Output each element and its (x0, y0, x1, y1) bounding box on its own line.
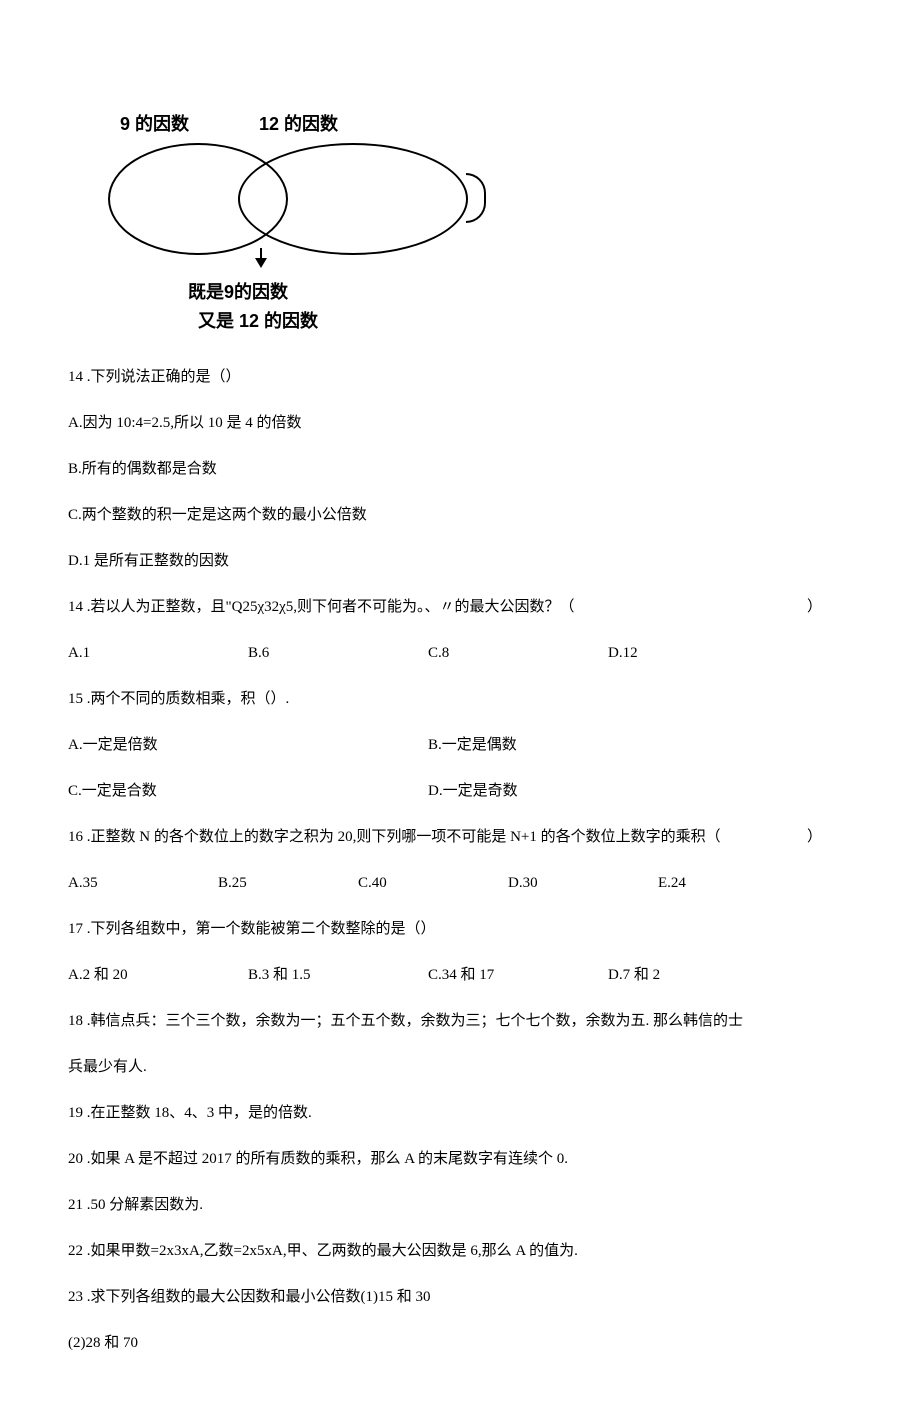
question-23: 23 .求下列各组数的最大公因数和最小公倍数(1)15 和 30 (68, 1285, 852, 1309)
question-16: 16 .正整数 N 的各个数位上的数字之积为 20,则下列哪一项不可能是 N+1… (68, 825, 852, 849)
option-c: C.两个整数的积一定是这两个数的最小公倍数 (68, 503, 852, 527)
option-d: D.1 是所有正整数的因数 (68, 549, 852, 573)
question-19: 19 .在正整数 18、4、3 中，是的倍数. (68, 1101, 852, 1125)
question-stem-line2: 兵最少有人. (68, 1055, 852, 1079)
question-stem: .如果甲数=2x3xA,乙数=2x5xA,甲、乙两数的最大公因数是 6,那么 A… (83, 1243, 578, 1259)
option-d: D.12 (608, 641, 748, 665)
options-row: A.35 B.25 C.40 D.30 E.24 (68, 871, 852, 895)
option-a: A.35 (68, 871, 218, 895)
options-row: A.2 和 20 B.3 和 1.5 C.34 和 17 D.7 和 2 (68, 963, 852, 987)
question-stem: .正整数 N 的各个数位上的数字之积为 20,则下列哪一项不可能是 N+1 的各… (83, 829, 721, 845)
option-a: A.因为 10:4=2.5,所以 10 是 4 的倍数 (68, 411, 852, 435)
question-22: 22 .如果甲数=2x3xA,乙数=2x5xA,甲、乙两数的最大公因数是 6,那… (68, 1239, 852, 1263)
option-e: E.24 (658, 871, 778, 895)
question-stem: .下列说法正确的是（） (83, 369, 241, 385)
option-a: A.1 (68, 641, 248, 665)
question-number: 16 (68, 829, 83, 845)
question-number: 20 (68, 1151, 83, 1167)
option-c: C.8 (428, 641, 608, 665)
question-17: 17 .下列各组数中，第一个数能被第二个数整除的是（） (68, 917, 852, 941)
option-b: B.25 (218, 871, 358, 895)
question-stem: .下列各组数中，第一个数能被第二个数整除的是（） (83, 921, 436, 937)
option-b: B.一定是偶数 (428, 733, 788, 757)
question-stem: .如果 A 是不超过 2017 的所有质数的乘积，那么 A 的末尾数字有连续个 … (83, 1151, 568, 1167)
option-c: C.40 (358, 871, 508, 895)
venn-bottom-line1: 既是9的因数 (188, 278, 852, 307)
option-d: D.30 (508, 871, 658, 895)
venn-bottom-line2: 又是 12 的因数 (198, 307, 852, 336)
question-15: 15 .两个不同的质数相乘，积（）. (68, 687, 852, 711)
question-stem: .求下列各组数的最大公因数和最小公倍数(1)15 和 30 (83, 1289, 431, 1305)
venn-ellipse-right (238, 143, 468, 255)
venn-extra-arc (466, 173, 486, 223)
option-a: A.2 和 20 (68, 963, 248, 987)
venn-arrow-icon (260, 248, 262, 266)
question-14b: 14 .若以人为正整数，且"Q25χ32χ5,则下何者不可能为。、〃的最大公因数… (68, 595, 852, 619)
venn-bottom-labels: 既是9的因数 又是 12 的因数 (178, 278, 852, 336)
question-number: 17 (68, 921, 83, 937)
answer-paren: ） (807, 595, 822, 619)
option-b: B.3 和 1.5 (248, 963, 428, 987)
option-a: A.一定是倍数 (68, 733, 428, 757)
question-number: 21 (68, 1197, 83, 1213)
question-14a: 14 .下列说法正确的是（） (68, 365, 852, 389)
options-row: A.1 B.6 C.8 D.12 (68, 641, 852, 665)
venn-diagram-section: 9 的因数 12 的因数 既是9的因数 又是 12 的因数 (108, 110, 852, 335)
question-number: 22 (68, 1243, 83, 1259)
question-stem: .两个不同的质数相乘，积（）. (83, 691, 289, 707)
option-b: B.所有的偶数都是合数 (68, 457, 852, 481)
option-d: D.7 和 2 (608, 963, 748, 987)
question-stem: .在正整数 18、4、3 中，是的倍数. (83, 1105, 312, 1121)
venn-left-label: 9 的因数 (120, 110, 189, 139)
question-18: 18 .韩信点兵：三个三个数，余数为一；五个五个数，余数为三；七个七个数，余数为… (68, 1009, 852, 1033)
question-stem: .50 分解素因数为. (83, 1197, 203, 1213)
question-number: 23 (68, 1289, 83, 1305)
options-row1: A.一定是倍数 B.一定是偶数 (68, 733, 852, 757)
question-number: 14 (68, 369, 83, 385)
question-20: 20 .如果 A 是不超过 2017 的所有质数的乘积，那么 A 的末尾数字有连… (68, 1147, 852, 1171)
question-stem: .若以人为正整数，且"Q25χ32χ5,则下何者不可能为。、〃的最大公因数？（ (83, 599, 575, 615)
option-c: C.一定是合数 (68, 779, 428, 803)
option-b: B.6 (248, 641, 428, 665)
options-row2: C.一定是合数 D.一定是奇数 (68, 779, 852, 803)
question-stem-line1: .韩信点兵：三个三个数，余数为一；五个五个数，余数为三；七个七个数，余数为五. … (83, 1013, 743, 1029)
question-number: 19 (68, 1105, 83, 1121)
answer-paren: ） (807, 825, 822, 849)
question-number: 18 (68, 1013, 83, 1029)
question-number: 14 (68, 599, 83, 615)
question-23-sub2: (2)28 和 70 (68, 1331, 852, 1355)
option-d: D.一定是奇数 (428, 779, 788, 803)
option-c: C.34 和 17 (428, 963, 608, 987)
question-21: 21 .50 分解素因数为. (68, 1193, 852, 1217)
venn-right-label: 12 的因数 (259, 110, 338, 139)
venn-diagram (108, 143, 488, 263)
question-number: 15 (68, 691, 83, 707)
venn-top-labels: 9 的因数 12 的因数 (108, 110, 852, 139)
